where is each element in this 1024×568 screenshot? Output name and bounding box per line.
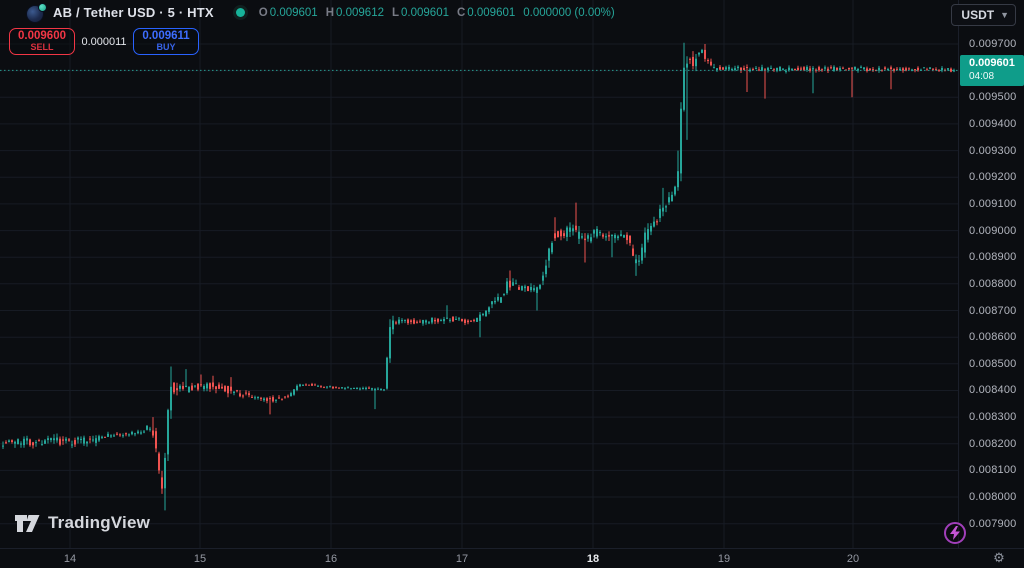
axis-settings-gear-icon[interactable]: ⚙ [993,550,1005,565]
time-axis[interactable]: 14 15 16 17 18 19 20 [0,548,1024,568]
current-price-value: 0.009601 [969,57,1015,69]
tradingview-watermark[interactable]: TradingView [14,512,150,534]
low-label: L [391,7,400,19]
time-axis-label: 17 [455,553,469,565]
change-value: 0.000000 (0.00%) [523,7,615,19]
time-axis-label: 14 [63,553,77,565]
sell-label: SELL [30,41,54,52]
quote-coin-icon [38,2,47,12]
open-label: O [258,7,268,19]
market-status-dot-icon[interactable] [235,8,245,17]
price-axis-label: 0.008000 [969,491,1017,503]
boost-flash-icon[interactable] [944,522,966,544]
chart-header: AB / Tether USD · 5 · HTX O 0.009601 H 0… [0,0,615,24]
price-axis-label: 0.009200 [969,171,1017,183]
price-axis-label: 0.008400 [969,384,1017,396]
low-value: 0.009601 [401,7,449,19]
price-axis-label: 0.008600 [969,331,1017,343]
time-axis-label: 18 [586,553,600,565]
candlestick-chart[interactable] [0,0,958,548]
sell-button[interactable]: 0.009600 SELL [9,28,75,55]
price-axis-label: 0.007900 [969,518,1017,530]
time-axis-label: 15 [193,553,207,565]
currency-selector[interactable]: USDT ▼ [951,4,1016,26]
price-axis-label: 0.008800 [969,278,1017,290]
current-price-badge: 0.009601 04:08 [960,55,1024,86]
price-axis-label: 0.008300 [969,411,1017,423]
price-axis-label: 0.009500 [969,91,1017,103]
price-axis-label: 0.008500 [969,358,1017,370]
buy-label: BUY [156,41,176,52]
time-axis-label: 16 [324,553,338,565]
price-axis-label: 0.009400 [969,118,1017,130]
tradingview-logo-text: TradingView [48,513,151,532]
chart-plot-area[interactable] [0,0,958,548]
chevron-down-icon: ▼ [1000,10,1009,20]
order-panel: 0.009600 SELL 0.000011 0.009611 BUY [9,28,199,55]
price-axis-label: 0.008200 [969,438,1017,450]
price-axis-label: 0.009300 [969,145,1017,157]
close-value: 0.009601 [467,7,516,19]
currency-selector-value: USDT [961,8,995,22]
price-axis-label: 0.008100 [969,464,1017,476]
price-axis-label: 0.008900 [969,251,1017,263]
high-value: 0.009612 [336,7,384,19]
spread-value: 0.000011 [81,35,127,48]
time-axis-label: 19 [717,553,731,565]
symbol-title[interactable]: AB / Tether USD · 5 · HTX [53,5,214,20]
price-axis-label: 0.009000 [969,225,1017,237]
sell-price: 0.009600 [18,29,66,42]
buy-button[interactable]: 0.009611 BUY [133,28,199,55]
tradingview-logo-icon [15,515,40,532]
high-label: H [325,7,335,19]
lightning-bolt-icon [950,526,960,540]
ohlc-readout: O 0.009601 H 0.009612 L 0.009601 C 0.009… [259,7,615,19]
open-value: 0.009601 [269,7,318,19]
price-axis-label: 0.008700 [969,305,1017,317]
buy-price: 0.009611 [142,29,190,42]
time-axis-label: 20 [846,553,860,565]
price-axis[interactable]: 0.0097000.0096000.0095000.0094000.009300… [958,0,1024,548]
close-label: C [456,7,466,19]
pair-logo-icon [26,2,47,24]
bar-countdown: 04:08 [969,71,995,82]
price-axis-label: 0.009700 [969,38,1017,50]
price-axis-label: 0.009100 [969,198,1017,210]
